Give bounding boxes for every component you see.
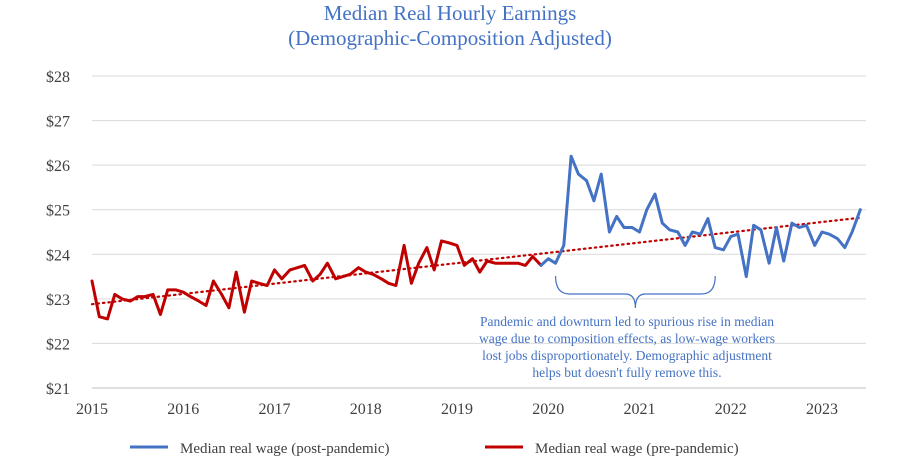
- y-tick-label: $21: [46, 381, 70, 398]
- x-tick-label: 2023: [806, 401, 838, 418]
- y-tick-label: $28: [46, 69, 70, 86]
- x-tick-label: 2022: [715, 401, 747, 418]
- trendline: [90, 216, 862, 306]
- annotation-text: lost jobs disproportionately. Demographi…: [482, 348, 772, 363]
- series-pre-pandemic: [90, 239, 543, 321]
- y-tick-label: $23: [46, 292, 70, 309]
- y-tick-label: $26: [46, 158, 70, 175]
- y-axis: $21 $22 $23 $24 $25 $26 $27 $28: [46, 69, 70, 398]
- x-axis: 2015 2016 2017 2018 2019 2020 2021 2022 2023: [76, 401, 838, 418]
- annotation-text: helps but doesn't fully remove this.: [532, 365, 721, 380]
- chart-subtitle: (Demographic-Composition Adjusted): [288, 26, 612, 50]
- legend-label-post-pandemic: Median real wage (post-pandemic): [180, 441, 390, 457]
- annotation-text: wage due to composition effects, as low-…: [479, 331, 775, 346]
- x-tick-label: 2020: [532, 401, 564, 418]
- y-tick-label: $27: [46, 114, 70, 131]
- legend: Median real wage (post-pandemic) Median r…: [130, 441, 739, 457]
- x-tick-label: 2021: [624, 401, 656, 418]
- annotation-bracket: [554, 275, 716, 309]
- y-tick-label: $24: [46, 247, 70, 264]
- x-tick-label: 2016: [167, 401, 199, 418]
- y-tick-label: $25: [46, 203, 70, 220]
- x-tick-label: 2019: [441, 401, 473, 418]
- chart-title: Median Real Hourly Earnings: [324, 1, 577, 25]
- plot-area: [90, 154, 862, 321]
- x-tick-label: 2018: [350, 401, 382, 418]
- annotation-text: Pandemic and downturn led to spurious ri…: [480, 314, 774, 329]
- legend-label-pre-pandemic: Median real wage (pre-pandemic): [535, 441, 739, 457]
- annotation: Pandemic and downturn led to spurious ri…: [479, 275, 775, 380]
- series-post-pandemic: [539, 154, 862, 279]
- x-tick-label: 2017: [259, 401, 291, 418]
- x-tick-label: 2015: [76, 401, 108, 418]
- y-tick-label: $22: [46, 336, 70, 353]
- grid: [92, 75, 866, 389]
